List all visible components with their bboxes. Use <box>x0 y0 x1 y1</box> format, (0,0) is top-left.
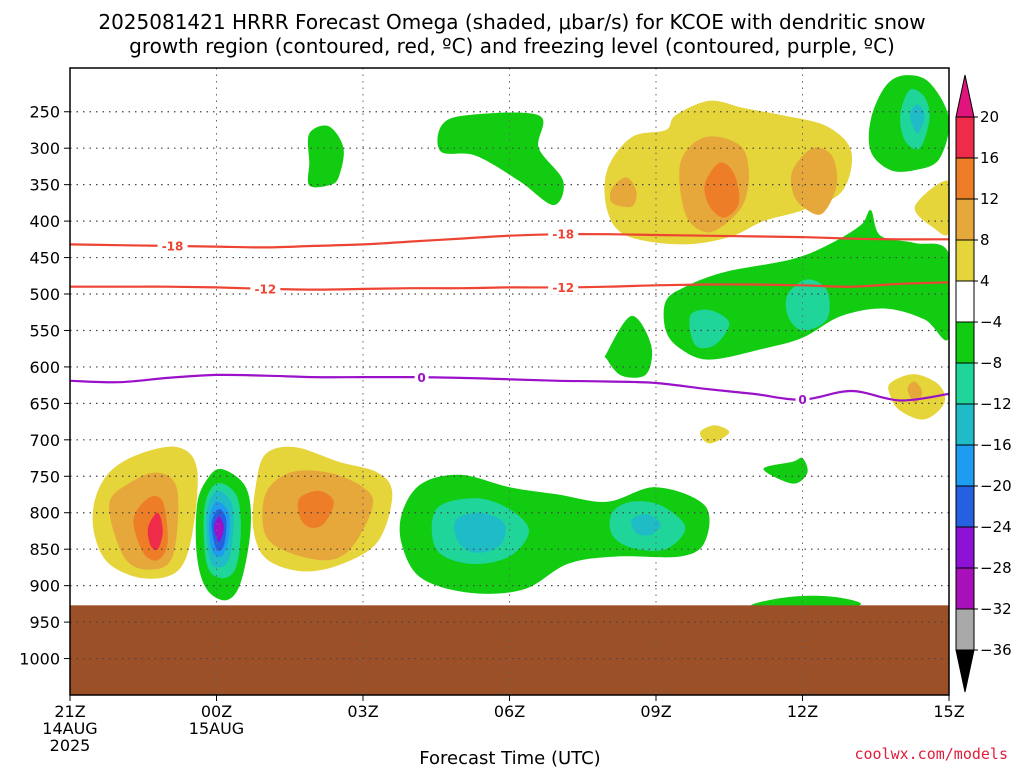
y-tick-label-300: 300 <box>29 139 60 158</box>
omega-region-18 <box>763 457 808 484</box>
omega-colorbar: 20 16 12 8 4 −4 −8 −12 −16 −20 −24 −28 −32 −36 <box>955 74 1012 693</box>
contour-label-freezing-0: 0 <box>417 371 425 385</box>
omega-region-16 <box>907 381 923 404</box>
colorbar-label-10: −24 <box>980 518 1012 536</box>
x-tick-label-0-1: 14AUG <box>42 719 97 738</box>
x-tick-label-2-0: 03Z <box>347 702 378 721</box>
omega-shading <box>92 75 949 612</box>
x-tick-label-4-0: 09Z <box>640 702 671 721</box>
colorbar-label-5: −4 <box>980 313 1002 331</box>
omega-region-35 <box>454 512 506 553</box>
omega-region-0 <box>307 125 344 188</box>
y-tick-label-850: 850 <box>29 540 60 559</box>
omega-region-5 <box>790 147 838 215</box>
contour-line-1 <box>70 281 949 291</box>
x-tick-label-6-0: 15Z <box>933 702 964 721</box>
omega-region-1 <box>437 112 564 206</box>
y-tick-label-900: 900 <box>29 577 60 596</box>
y-tick-label-750: 750 <box>29 467 60 486</box>
y-tick-label-1000: 1000 <box>19 650 60 669</box>
colorbar-label-7: −12 <box>980 395 1012 413</box>
x-tick-label-5-0: 12Z <box>787 702 818 721</box>
omega-region-37 <box>631 514 661 536</box>
contour-label-0-0: -18 <box>162 239 184 253</box>
contour-line-0 <box>70 232 949 249</box>
y-tick-label-400: 400 <box>29 212 60 231</box>
colorbar-band-9 <box>955 485 975 528</box>
colorbar-band-1 <box>955 157 975 200</box>
colorbar-label-8: −16 <box>980 436 1012 454</box>
omega-region-22 <box>147 512 163 551</box>
colorbar-label-1: 16 <box>980 149 999 167</box>
x-tick-label-3-0: 06Z <box>494 702 525 721</box>
contour-label-1-1: -12 <box>552 281 574 295</box>
x-tick-label-1-1: 15AUG <box>189 719 244 738</box>
colorbar-label-9: −20 <box>980 477 1012 495</box>
y-tick-label-500: 500 <box>29 285 60 304</box>
colorbar-label-12: −32 <box>980 600 1012 618</box>
contour-label-bg-freezing-0 <box>414 370 429 385</box>
contour-label-bg-1-1 <box>548 280 579 295</box>
omega-region-32 <box>297 490 334 528</box>
omega-region-11 <box>604 315 653 378</box>
y-tick-label-250: 250 <box>29 103 60 122</box>
omega-region-13 <box>689 309 730 349</box>
contour-label-bg-0-1 <box>548 227 579 242</box>
title-line-1: 2025081421 HRRR Forecast Omega (shaded, … <box>98 10 925 34</box>
colorbar-label-6: −8 <box>980 354 1002 372</box>
contour-label-bg-1-0 <box>250 281 281 296</box>
title-line-2: growth region (contoured, red, ºC) and f… <box>129 34 895 58</box>
colorbar-band-2 <box>955 198 975 241</box>
colorbar-band-0 <box>955 116 975 159</box>
colorbar-bottom-arrow <box>955 649 975 693</box>
colorbar-label-4: 4 <box>980 272 990 290</box>
x-tick-label-1-0: 00Z <box>201 702 232 721</box>
y-tick-label-350: 350 <box>29 176 60 195</box>
temperature-contours: -18 -18 -12 -12 0 0 <box>70 227 949 407</box>
colorbar-band-11 <box>955 567 975 610</box>
omega-region-14 <box>785 279 830 331</box>
credit-text: coolwx.com/models <box>854 745 1008 763</box>
contour-label-freezing-1: 0 <box>798 393 806 407</box>
y-tick-label-700: 700 <box>29 431 60 450</box>
x-tick-label-0-0: 21Z <box>54 702 85 721</box>
colorbar-band-8 <box>955 444 975 487</box>
colorbar-label-0: 20 <box>980 108 999 126</box>
x-tick-label-0-2: 2025 <box>50 736 91 755</box>
contour-label-bg-0-0 <box>157 238 188 253</box>
y-tick-label-800: 800 <box>29 504 60 523</box>
y-tick-label-600: 600 <box>29 358 60 377</box>
colorbar-band-6 <box>955 362 975 405</box>
ground-below-surface <box>70 605 949 695</box>
omega-region-9 <box>909 104 925 134</box>
x-axis-label: Forecast Time (UTC) <box>419 748 600 768</box>
y-tick-label-550: 550 <box>29 321 60 340</box>
colorbar-band-7 <box>955 403 975 446</box>
colorbar-label-3: 8 <box>980 231 990 249</box>
colorbar-label-2: 12 <box>980 190 999 208</box>
colorbar-band-5 <box>955 321 975 364</box>
colorbar-band-10 <box>955 526 975 569</box>
omega-region-29 <box>216 521 223 537</box>
omega-region-10 <box>914 180 949 236</box>
pressure-axis: 250 300 350 400 450 500 550 600 650 700 750 800 850 9… <box>19 103 70 669</box>
y-tick-label-450: 450 <box>29 249 60 268</box>
omega-region-17 <box>699 425 730 444</box>
contour-label-bg-freezing-1 <box>795 392 810 407</box>
y-tick-label-650: 650 <box>29 394 60 413</box>
colorbar-top-arrow <box>955 74 975 118</box>
contour-label-1-0: -12 <box>254 282 276 296</box>
omega-region-6 <box>704 162 740 218</box>
colorbar-band-3 <box>955 239 975 282</box>
colorbar-label-13: −36 <box>980 641 1012 659</box>
colorbar-band-12 <box>955 608 975 651</box>
colorbar-band-4 <box>955 280 975 323</box>
contour-label-0-1: -18 <box>552 228 574 242</box>
y-tick-label-950: 950 <box>29 613 60 632</box>
colorbar-label-11: −28 <box>980 559 1012 577</box>
chart-title: 2025081421 HRRR Forecast Omega (shaded, … <box>98 10 925 58</box>
